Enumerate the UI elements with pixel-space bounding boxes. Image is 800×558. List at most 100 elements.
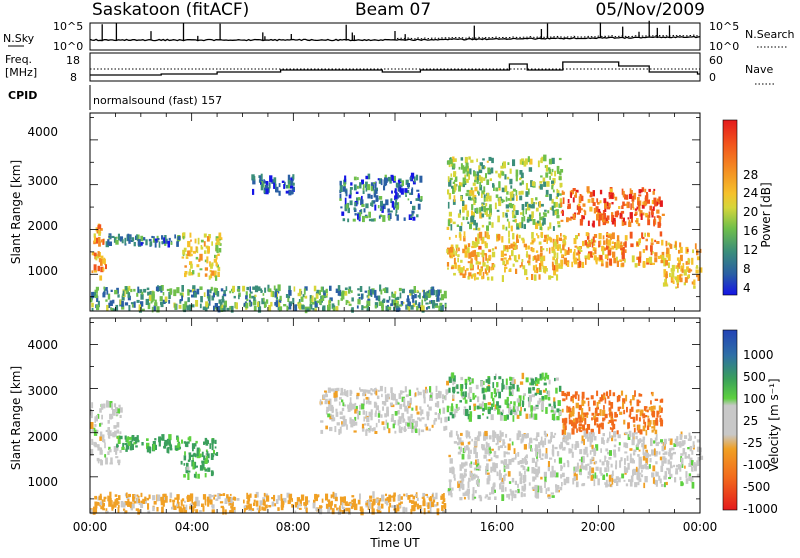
power-cell [483, 196, 486, 202]
velocity-cell [646, 409, 649, 413]
velocity-cell [461, 462, 464, 465]
power-cell [469, 197, 473, 201]
velocity-cell [470, 449, 472, 454]
velocity-cell [464, 468, 467, 473]
velocity-cell [417, 417, 421, 420]
power-cell [409, 177, 412, 181]
velocity-cell [635, 432, 638, 435]
power-cell [161, 241, 165, 244]
velocity-cell [538, 397, 542, 403]
velocity-cell [582, 483, 586, 486]
xtick-5: 20:00 [581, 520, 616, 534]
velocity-cell [434, 418, 437, 422]
power-cell [530, 242, 534, 245]
power-cell [558, 176, 562, 181]
velocity-cell [638, 417, 641, 422]
velocity-cell [650, 400, 652, 405]
velocity-cell [107, 431, 110, 436]
power-cell [379, 284, 382, 292]
power-cell [497, 215, 500, 223]
velocity-cell [493, 407, 496, 411]
power-cell [653, 220, 656, 227]
velocity-cell [631, 460, 635, 464]
power-cell [440, 305, 443, 311]
power-cell [324, 295, 328, 298]
velocity-cell [288, 499, 292, 503]
power-cell [635, 220, 639, 223]
velocity-cell [681, 442, 686, 445]
velocity-cell [393, 420, 397, 425]
velocity-cell [231, 507, 234, 514]
velocity-heatmap [90, 372, 704, 516]
power-cell [676, 257, 680, 261]
power-cell [194, 238, 197, 244]
power-colorbar-label: Power [dB] [759, 182, 773, 247]
velocity-cell [115, 407, 118, 413]
power-cell [462, 177, 466, 185]
power-cell [669, 244, 673, 249]
power-cell [465, 178, 469, 183]
power-cell [488, 205, 491, 210]
power-cell [407, 295, 409, 302]
power-cell [417, 295, 421, 298]
power-cell [592, 236, 595, 243]
velocity-cell [386, 410, 389, 417]
velocity-cell [506, 396, 509, 402]
power-cell [652, 191, 655, 195]
power-cell [356, 305, 359, 309]
velocity-cell [233, 497, 237, 501]
velocity-cell [204, 458, 208, 464]
velocity-cell [407, 496, 410, 500]
velocity-cell [576, 443, 580, 448]
velocity-cell [534, 444, 538, 450]
power-cell [504, 245, 508, 250]
velocity-cell [434, 402, 438, 407]
velocity-cell [511, 441, 514, 446]
velocity-cell [544, 481, 546, 488]
velocity-cell [363, 416, 366, 422]
velocity-cell [613, 453, 617, 458]
velocity-cell [611, 435, 614, 442]
power-cell [467, 261, 471, 264]
velocity-cell [370, 392, 373, 396]
velocity-cell [492, 435, 495, 442]
power-cell [265, 181, 269, 187]
velocity-cell [622, 402, 625, 409]
velocity-cell [418, 418, 421, 422]
power-cell [401, 180, 404, 187]
power-cell [506, 247, 509, 253]
velocity-cell [467, 447, 470, 455]
power-cell [94, 289, 98, 294]
velocity-cell [179, 446, 181, 449]
velocity-cell [519, 477, 523, 485]
velocity-cell [217, 493, 221, 500]
power-cell [598, 208, 601, 214]
power-cell [486, 214, 490, 217]
velocity-cell [156, 507, 159, 512]
power-cell [521, 204, 525, 211]
power-cell [465, 216, 469, 221]
velocity-cell [164, 439, 168, 447]
power-cell [287, 184, 291, 189]
velocity-cell [593, 447, 597, 454]
power-cell [626, 201, 629, 208]
velocity-cell [490, 392, 493, 399]
velocity-cell [602, 433, 605, 437]
velocity-cell [349, 397, 352, 405]
velocity-cell [580, 456, 583, 463]
power-cell [291, 189, 295, 192]
velocity-cell [497, 408, 500, 415]
velocity-cell [176, 437, 180, 443]
velocity-cell [660, 407, 663, 411]
power-cell [145, 239, 148, 246]
power-cell [592, 202, 596, 206]
power-cell [475, 222, 478, 227]
velocity-cell [247, 496, 250, 500]
power-cell [287, 174, 291, 181]
power-cell [562, 240, 566, 243]
power-cell [185, 253, 188, 257]
velocity-cell [327, 506, 331, 513]
velocity-cell [214, 494, 217, 497]
velocity-cell [177, 443, 181, 450]
velocity-cell [637, 424, 641, 431]
